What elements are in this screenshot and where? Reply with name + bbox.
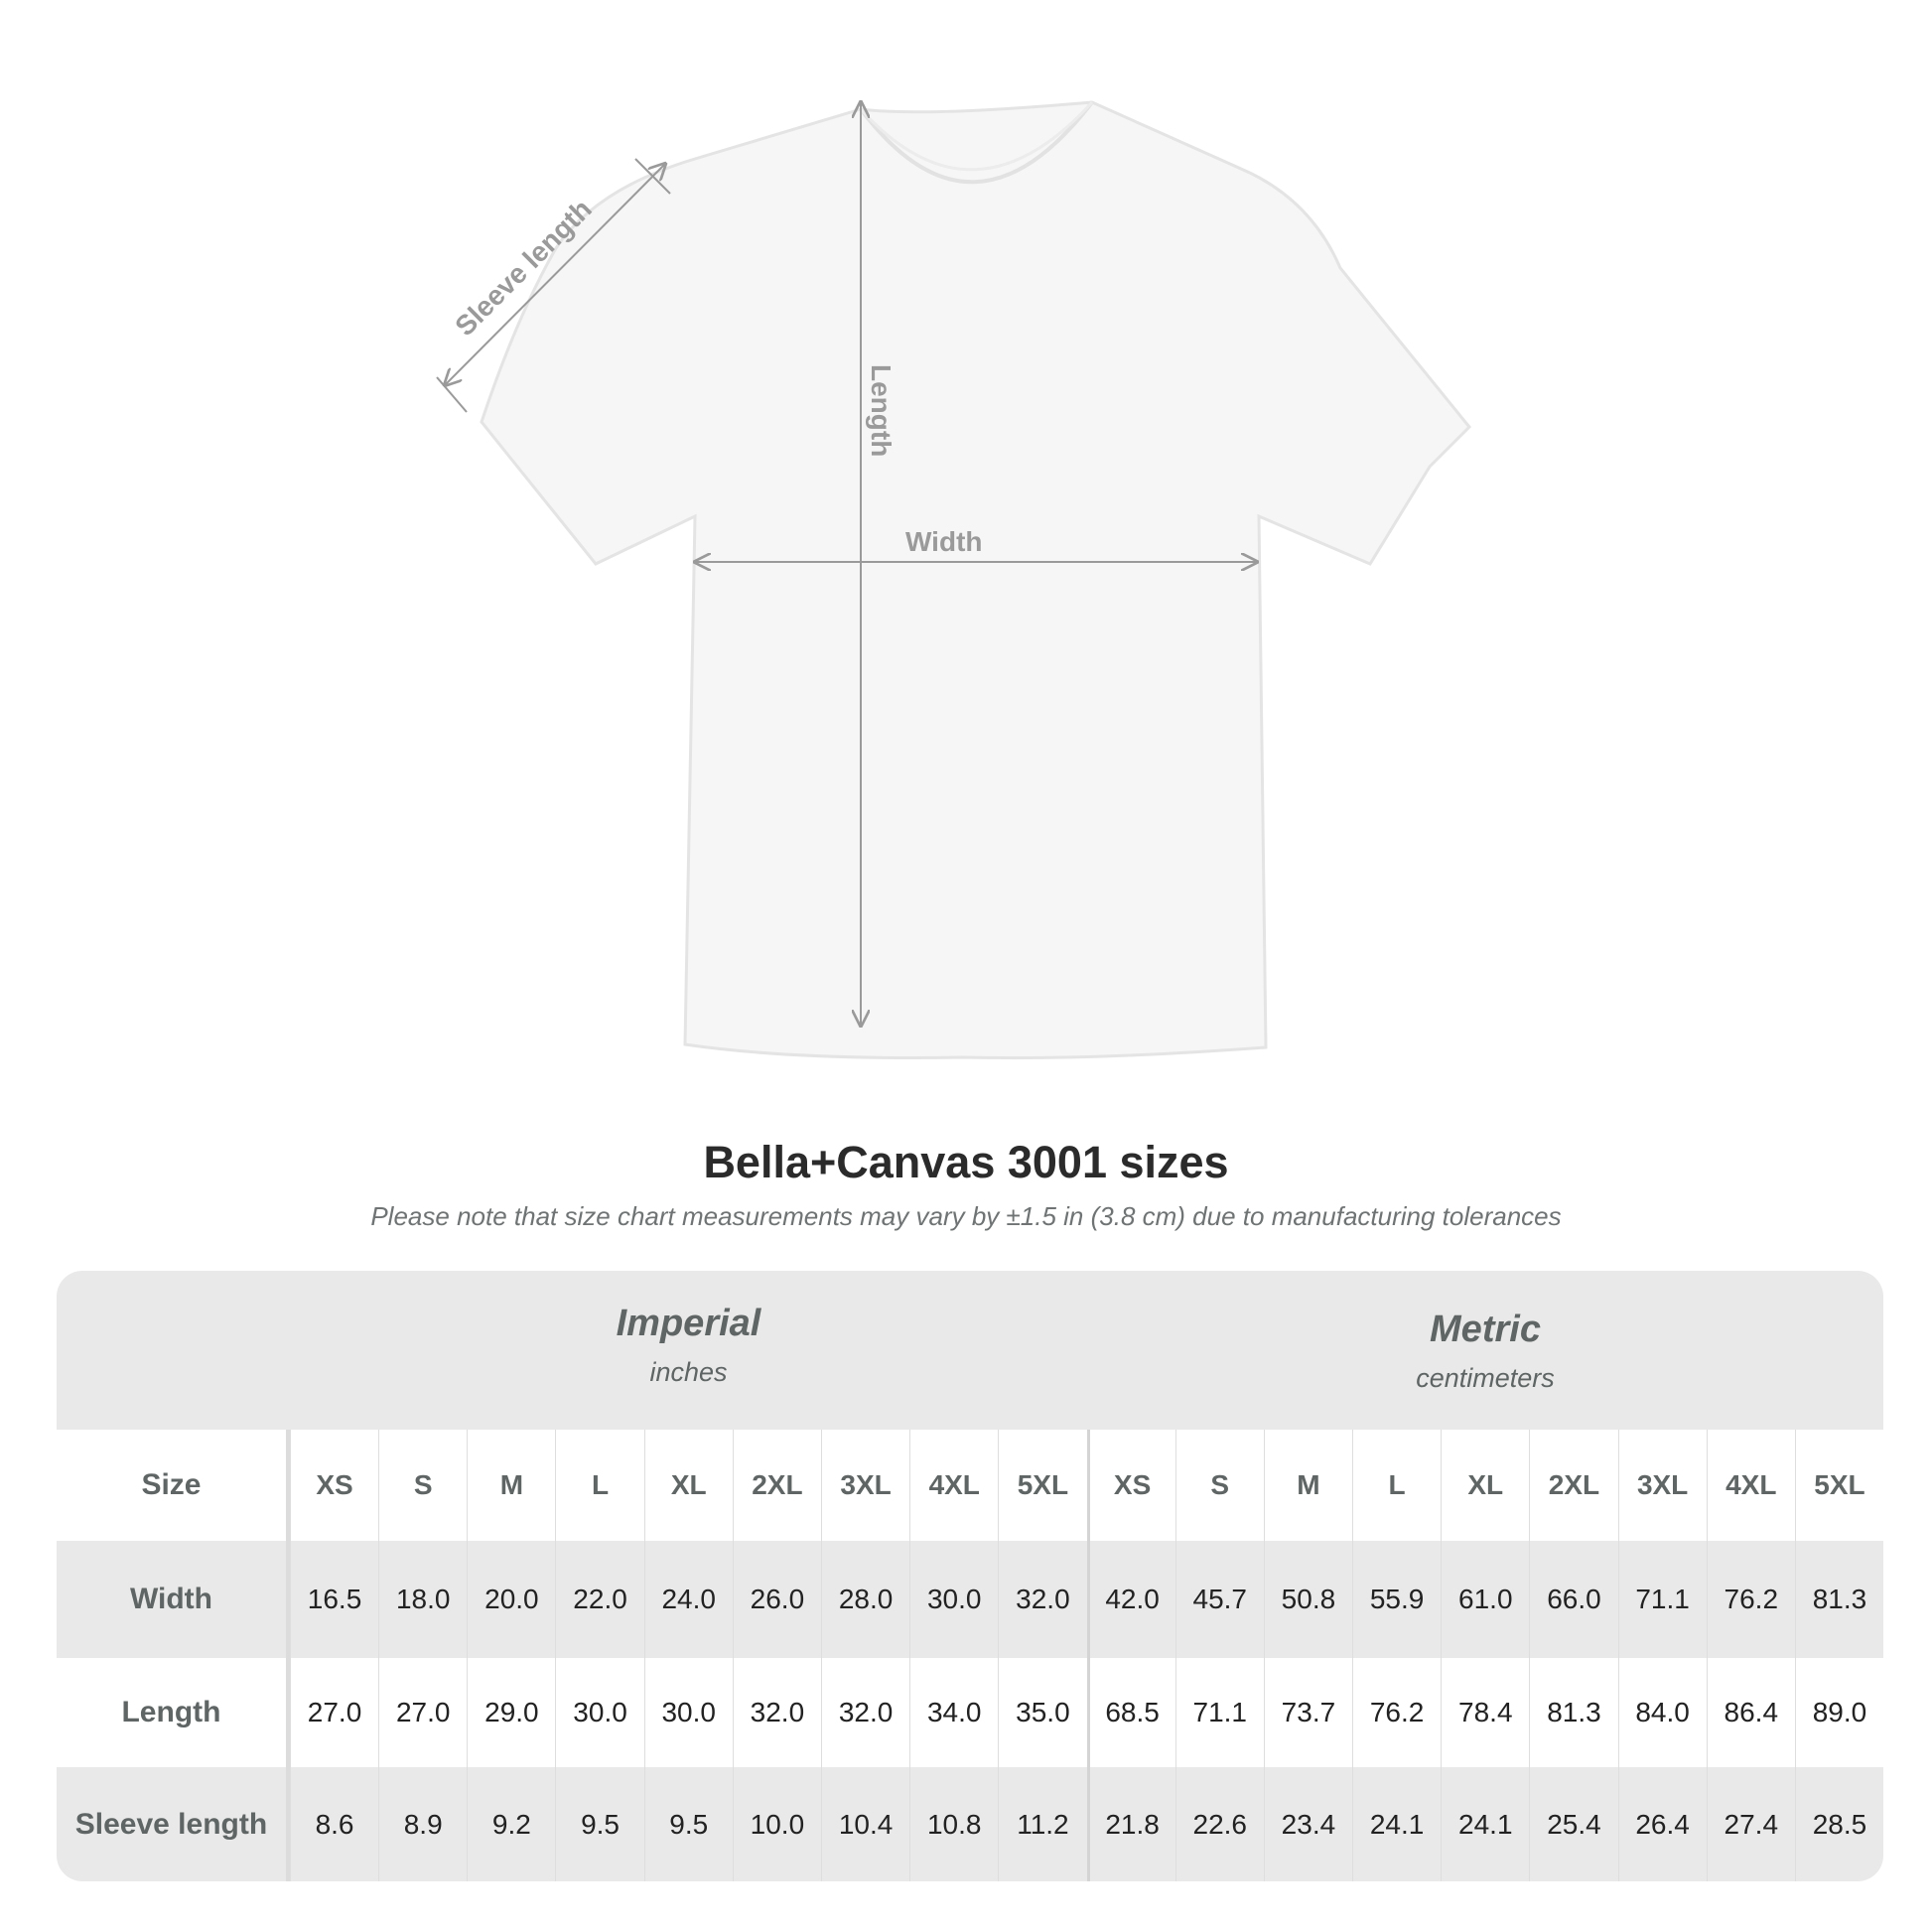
length-label: Length	[866, 364, 897, 457]
imperial-value-cell: 30.0	[555, 1658, 643, 1767]
metric-value-cell: 21.8	[1086, 1767, 1175, 1881]
metric-value-cell: 50.8	[1263, 1541, 1352, 1658]
metric-size-header: XS	[1086, 1430, 1175, 1541]
metric-value-cell: 27.4	[1706, 1767, 1795, 1881]
imperial-size-header: M	[467, 1430, 555, 1541]
imperial-value-cell: 10.4	[820, 1767, 909, 1881]
imperial-value-cell: 22.0	[555, 1541, 643, 1658]
metric-value-cell: 81.3	[1529, 1658, 1617, 1767]
metric-value-cell: 81.3	[1794, 1541, 1883, 1658]
imperial-size-header: 3XL	[820, 1430, 909, 1541]
metric-value-cell: 25.4	[1529, 1767, 1617, 1881]
metric-value-cell: 86.4	[1706, 1658, 1795, 1767]
imperial-value-cell: 8.6	[289, 1767, 378, 1881]
imperial-title: Imperial	[616, 1303, 761, 1344]
imperial-value-cell: 28.0	[820, 1541, 909, 1658]
metric-value-cell: 78.4	[1441, 1658, 1529, 1767]
tshirt-image	[480, 100, 1472, 1060]
imperial-value-cell: 18.0	[378, 1541, 467, 1658]
table-row: Sleeve length 8.6 8.9 9.2 9.5 9.5 10.0 10.4 10.8…	[57, 1767, 1883, 1881]
sleeve-arrow	[445, 164, 665, 385]
metric-header: Metric centimeters	[1087, 1309, 1883, 1394]
imperial-value-cell: 27.0	[378, 1658, 467, 1767]
imperial-value-cell: 30.0	[643, 1658, 733, 1767]
table-header-band	[57, 1271, 1883, 1430]
row-label: Size	[57, 1430, 290, 1541]
imperial-value-cell: 32.0	[732, 1658, 821, 1767]
size-chart-table: Imperial inches Metric centimeters Size X…	[57, 1271, 1883, 1881]
imperial-value-cell: 35.0	[998, 1658, 1086, 1767]
metric-value-cell: 26.4	[1617, 1767, 1707, 1881]
size-header-row: Size XS S M L XL 2XL 3XL 4XL 5XL XS S M L XL 2XL 3XL 4XL 5…	[57, 1430, 1883, 1541]
imperial-value-cell: 24.0	[643, 1541, 733, 1658]
metric-value-cell: 28.5	[1794, 1767, 1883, 1881]
metric-value-cell: 45.7	[1174, 1541, 1264, 1658]
imperial-value-cell: 9.2	[467, 1767, 555, 1881]
metric-value-cell: 89.0	[1794, 1658, 1883, 1767]
metric-unit: centimeters	[1416, 1363, 1555, 1393]
imperial-value-cell: 26.0	[732, 1541, 821, 1658]
row-label: Sleeve length	[57, 1767, 290, 1881]
row-label: Width	[57, 1541, 290, 1658]
row-label: Length	[57, 1658, 290, 1767]
imperial-size-header: 5XL	[998, 1430, 1086, 1541]
imperial-value-cell: 9.5	[555, 1767, 643, 1881]
imperial-size-header: XL	[643, 1430, 733, 1541]
metric-size-header: 3XL	[1617, 1430, 1707, 1541]
metric-size-header: M	[1263, 1430, 1352, 1541]
metric-value-cell: 71.1	[1617, 1541, 1707, 1658]
metric-value-cell: 84.0	[1617, 1658, 1707, 1767]
imperial-value-cell: 11.2	[998, 1767, 1086, 1881]
imperial-value-cell: 9.5	[643, 1767, 733, 1881]
metric-size-header: L	[1352, 1430, 1441, 1541]
imperial-size-header: XS	[289, 1430, 378, 1541]
metric-value-cell: 71.1	[1174, 1658, 1264, 1767]
tshirt-diagram: Sleeve length Length Width	[436, 0, 1472, 1060]
metric-value-cell: 68.5	[1086, 1658, 1175, 1767]
metric-value-cell: 24.1	[1352, 1767, 1441, 1881]
imperial-value-cell: 10.0	[732, 1767, 821, 1881]
imperial-size-header: 4XL	[909, 1430, 998, 1541]
imperial-size-header: 2XL	[732, 1430, 821, 1541]
imperial-value-cell: 27.0	[289, 1658, 378, 1767]
table-row: Length 27.0 27.0 29.0 30.0 30.0 32.0 32.0 34.0 35…	[57, 1658, 1883, 1767]
imperial-size-header: S	[378, 1430, 467, 1541]
imperial-value-cell: 34.0	[909, 1658, 998, 1767]
metric-value-cell: 66.0	[1529, 1541, 1617, 1658]
metric-value-cell: 24.1	[1441, 1767, 1529, 1881]
metric-size-header: 5XL	[1794, 1430, 1883, 1541]
table-row: Width 16.5 18.0 20.0 22.0 24.0 26.0 28.0 30.0 32.…	[57, 1541, 1883, 1658]
tolerance-note: Please note that size chart measurements…	[370, 1201, 1562, 1231]
metric-value-cell: 61.0	[1441, 1541, 1529, 1658]
imperial-value-cell: 32.0	[998, 1541, 1086, 1658]
imperial-unit: inches	[649, 1357, 728, 1387]
metric-size-header: XL	[1441, 1430, 1529, 1541]
imperial-value-cell: 8.9	[378, 1767, 467, 1881]
metric-value-cell: 76.2	[1352, 1658, 1441, 1767]
metric-value-cell: 23.4	[1263, 1767, 1352, 1881]
imperial-value-cell: 30.0	[909, 1541, 998, 1658]
metric-title: Metric	[1430, 1309, 1541, 1350]
metric-value-cell: 42.0	[1086, 1541, 1175, 1658]
imperial-header: Imperial inches	[290, 1303, 1087, 1388]
metric-value-cell: 73.7	[1263, 1658, 1352, 1767]
metric-value-cell: 22.6	[1174, 1767, 1264, 1881]
imperial-value-cell: 20.0	[467, 1541, 555, 1658]
imperial-value-cell: 32.0	[820, 1658, 909, 1767]
metric-value-cell: 76.2	[1706, 1541, 1795, 1658]
imperial-value-cell: 16.5	[289, 1541, 378, 1658]
width-label: Width	[905, 526, 983, 557]
metric-size-header: S	[1174, 1430, 1264, 1541]
metric-size-header: 2XL	[1529, 1430, 1617, 1541]
imperial-size-header: L	[555, 1430, 643, 1541]
metric-size-header: 4XL	[1706, 1430, 1795, 1541]
page-title: Bella+Canvas 3001 sizes	[703, 1137, 1229, 1187]
metric-value-cell: 55.9	[1352, 1541, 1441, 1658]
imperial-value-cell: 10.8	[909, 1767, 998, 1881]
imperial-value-cell: 29.0	[467, 1658, 555, 1767]
